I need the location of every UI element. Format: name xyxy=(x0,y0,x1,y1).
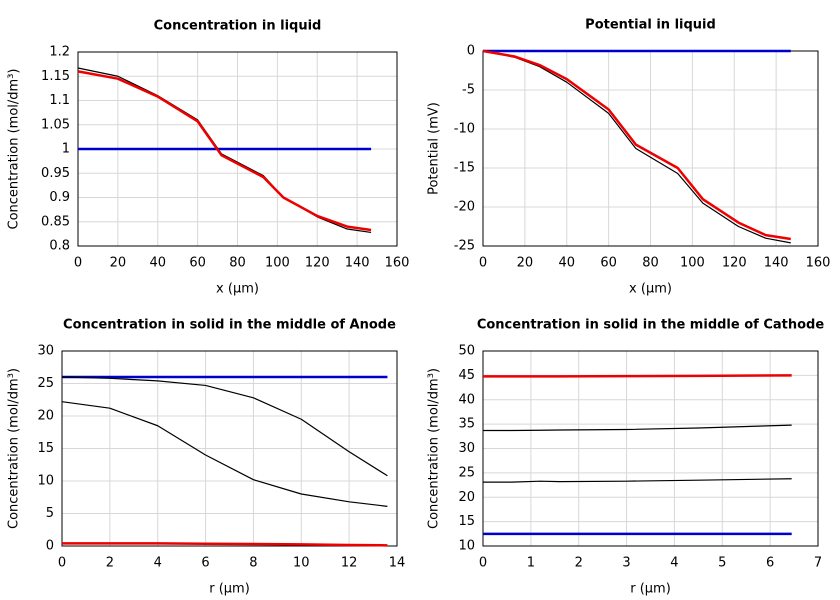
y-tick-label: 1.1 xyxy=(49,93,70,108)
y-tick-label: 1.2 xyxy=(49,45,70,60)
x-tick-label: 140 xyxy=(764,256,789,271)
plot-frame xyxy=(482,350,819,547)
series-line xyxy=(483,374,792,378)
y-tick-label: 0 xyxy=(46,539,54,554)
series-line xyxy=(482,49,791,241)
y-tick-label: 25 xyxy=(37,376,54,391)
x-tick-label: 60 xyxy=(189,256,206,271)
x-tick-label: 0 xyxy=(479,256,487,271)
x-tick-label: 6 xyxy=(766,556,774,571)
y-tick-label: -15 xyxy=(454,161,475,176)
x-tick-label: 60 xyxy=(600,256,617,271)
x-tick-label: 0 xyxy=(479,556,487,571)
y-tick-label: 0.85 xyxy=(41,214,70,229)
series-line xyxy=(482,50,791,244)
chart-title: Potential in liquid xyxy=(585,18,716,33)
x-tick-label: 10 xyxy=(293,556,310,571)
y-tick-label: 0.8 xyxy=(49,239,70,254)
y-tick-label: 10 xyxy=(37,474,54,489)
y-tick-label: 20 xyxy=(37,409,54,424)
y-tick-label: -20 xyxy=(454,200,475,215)
x-tick-label: 140 xyxy=(345,256,370,271)
x-tick-label: 120 xyxy=(305,256,330,271)
x-axis-label: r (µm) xyxy=(630,582,671,597)
series-line xyxy=(483,478,792,483)
x-tick-label: 6 xyxy=(201,556,209,571)
x-tick-label: 20 xyxy=(110,256,127,271)
plot-frame xyxy=(61,350,398,547)
y-tick-label: 45 xyxy=(458,368,475,383)
x-tick-label: 160 xyxy=(806,256,831,271)
y-axis-label: Concentration (mol/dm³) xyxy=(427,368,442,529)
y-tick-label: 10 xyxy=(458,539,475,554)
x-tick-label: 40 xyxy=(558,256,575,271)
series-line xyxy=(77,70,372,232)
x-tick-label: 5 xyxy=(718,556,726,571)
x-tick-label: 4 xyxy=(670,556,678,571)
x-tick-label: 1 xyxy=(527,556,535,571)
x-axis-label: x (µm) xyxy=(629,282,672,297)
chart-title: Concentration in liquid xyxy=(154,19,322,34)
y-tick-label: 0.9 xyxy=(49,190,70,205)
series-line xyxy=(61,376,388,477)
x-tick-label: 8 xyxy=(249,556,257,571)
y-axis-label: Potential (mV) xyxy=(427,102,442,195)
y-axis-label: Concentration (mol/dm³) xyxy=(7,368,22,529)
x-tick-label: 100 xyxy=(680,256,705,271)
x-tick-label: 2 xyxy=(575,556,583,571)
y-tick-label: -10 xyxy=(454,122,475,137)
x-tick-label: 7 xyxy=(814,556,822,571)
x-tick-label: 0 xyxy=(74,256,82,271)
x-tick-label: 2 xyxy=(106,556,114,571)
y-tick-label: -5 xyxy=(462,83,475,98)
y-tick-label: 40 xyxy=(458,392,475,407)
x-tick-label: 12 xyxy=(341,556,358,571)
y-axis-label: Concentration (mol/dm³) xyxy=(7,69,22,230)
chart-title: Concentration in solid in the middle of … xyxy=(477,318,825,333)
y-tick-label: 30 xyxy=(37,344,54,359)
y-tick-label: 1 xyxy=(62,142,70,157)
x-tick-label: 4 xyxy=(154,556,162,571)
y-tick-label: 35 xyxy=(458,417,475,432)
x-tick-label: 100 xyxy=(265,256,290,271)
y-tick-label: 15 xyxy=(37,441,54,456)
x-tick-label: 160 xyxy=(385,256,410,271)
x-tick-label: 20 xyxy=(517,256,534,271)
x-tick-label: 0 xyxy=(58,556,66,571)
y-tick-label: 50 xyxy=(458,344,475,359)
y-tick-label: 30 xyxy=(458,441,475,456)
chart-title: Concentration in solid in the middle of … xyxy=(63,318,396,333)
y-tick-label: 1.05 xyxy=(41,117,70,132)
x-tick-label: 14 xyxy=(389,556,406,571)
y-tick-label: 0 xyxy=(467,44,475,59)
series-line xyxy=(62,542,388,547)
x-axis-label: x (µm) xyxy=(216,282,259,297)
y-tick-label: 20 xyxy=(458,490,475,505)
x-axis-label: r (µm) xyxy=(209,582,250,597)
series-line xyxy=(77,67,372,234)
y-tick-label: -25 xyxy=(454,239,475,254)
x-tick-label: 40 xyxy=(149,256,166,271)
x-tick-label: 120 xyxy=(722,256,747,271)
y-tick-label: 5 xyxy=(46,506,54,521)
x-tick-label: 3 xyxy=(622,556,630,571)
x-tick-label: 80 xyxy=(642,256,659,271)
series-line xyxy=(61,401,388,507)
y-tick-label: 25 xyxy=(458,465,475,480)
y-tick-label: 1.15 xyxy=(41,69,70,84)
x-tick-label: 80 xyxy=(229,256,246,271)
y-tick-label: 15 xyxy=(458,514,475,529)
y-tick-label: 0.95 xyxy=(41,166,70,181)
series-line xyxy=(483,424,792,432)
